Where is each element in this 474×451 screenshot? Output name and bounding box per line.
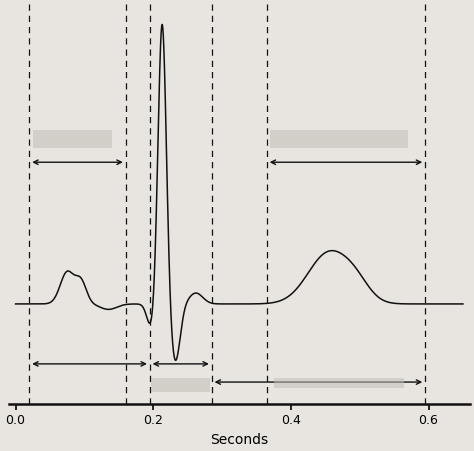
FancyBboxPatch shape [273,377,404,388]
FancyBboxPatch shape [33,129,112,147]
FancyBboxPatch shape [151,378,210,392]
X-axis label: Seconds: Seconds [210,433,268,447]
FancyBboxPatch shape [270,129,408,147]
